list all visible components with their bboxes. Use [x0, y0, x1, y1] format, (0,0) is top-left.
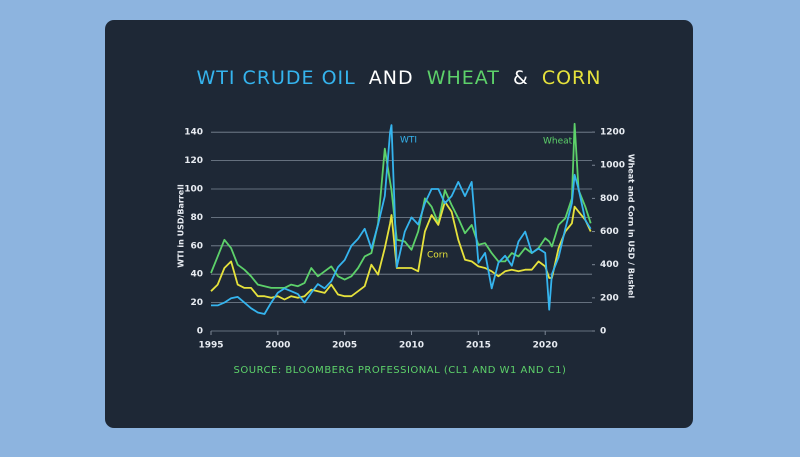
card — [105, 20, 693, 428]
chart-title: WTI CRUDE OIL AND WHEAT & CORN — [197, 67, 602, 89]
y2-tick-label: 600 — [600, 227, 619, 237]
y2-tick-label: 1200 — [600, 128, 625, 138]
series-line — [211, 124, 592, 315]
x-tick-label: 2020 — [533, 341, 558, 351]
y-tick-label: 140 — [184, 128, 203, 138]
series-label: Corn — [427, 251, 448, 261]
x-tick-label: 2015 — [466, 341, 491, 351]
title-part: WHEAT — [427, 67, 500, 89]
title-part: & — [513, 67, 529, 89]
y-tick-label: 20 — [190, 298, 203, 308]
y-axis-label: WTI in USD/Barrell — [177, 184, 186, 268]
y-tick-label: 0 — [197, 327, 203, 337]
title-part: AND — [369, 67, 414, 89]
y-tick-label: 100 — [184, 185, 203, 195]
y2-axis-label: Wheat and Corn in USD / Bushel — [627, 154, 636, 299]
series-line — [210, 200, 592, 301]
y2-tick-label: 800 — [600, 194, 619, 204]
y2-tick-label: 1000 — [600, 161, 625, 171]
y2-tick-label: 200 — [600, 293, 619, 303]
title-part: WTI CRUDE OIL — [197, 67, 356, 89]
y-tick-label: 120 — [184, 156, 203, 166]
series-label: WTI — [400, 136, 417, 146]
source: SOURCE: BLOOMBERG PROFESSIONAL (CL1 AND … — [234, 365, 567, 376]
y-tick-label: 40 — [190, 270, 203, 280]
x-tick-label: 1995 — [198, 341, 223, 351]
series-label: Wheat — [543, 137, 573, 147]
x-tick-label: 2000 — [265, 341, 290, 351]
y-tick-label: 80 — [190, 213, 203, 223]
title-part: CORN — [542, 67, 602, 89]
y2-tick-label: 0 — [600, 327, 606, 337]
y2-tick-label: 400 — [600, 260, 619, 270]
x-tick-label: 2005 — [332, 341, 357, 351]
x-tick-label: 2010 — [399, 341, 424, 351]
y-tick-label: 60 — [190, 241, 203, 251]
